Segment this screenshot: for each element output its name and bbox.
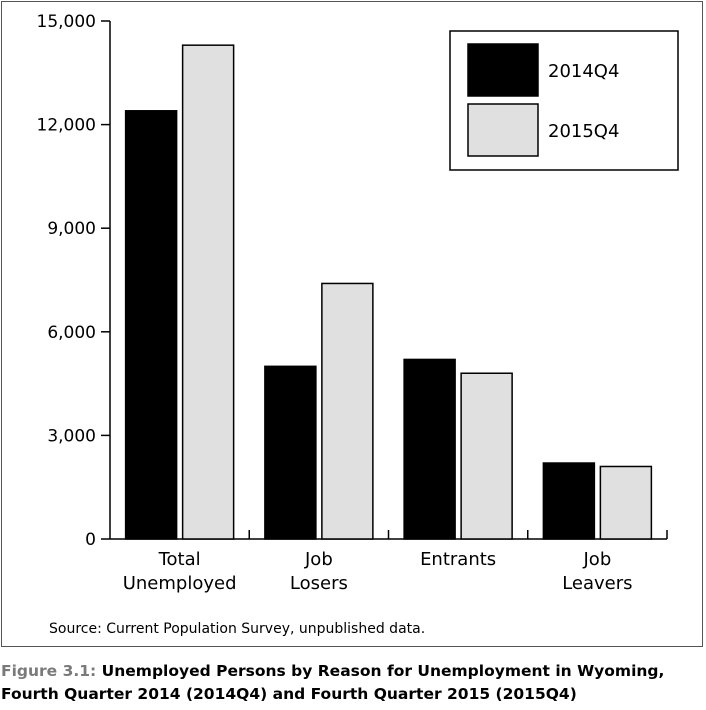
bar-2015Q4-1 xyxy=(321,282,374,540)
figure-caption: Figure 3.1: Unemployed Persons by Reason… xyxy=(1,660,701,706)
bar-2015Q4-0 xyxy=(181,44,235,540)
y-tick-label: 15,000 xyxy=(37,12,96,32)
category-label: Entrants xyxy=(420,549,496,570)
bar-2014Q4-2 xyxy=(403,358,456,540)
y-tick-label: 6,000 xyxy=(47,323,96,343)
category-label: Leavers xyxy=(562,573,632,594)
category-label: Losers xyxy=(290,573,348,594)
y-tick-label: 12,000 xyxy=(37,116,96,136)
bar-chart: 0 3,000 6,000 9,000 12,000 15,000 Total Unemplo… xyxy=(37,12,679,594)
bar-2014Q4-0 xyxy=(124,110,178,540)
chart-frame: 0 3,000 6,000 9,000 12,000 15,000 Total Unemplo… xyxy=(1,1,703,647)
bar-2014Q4-3 xyxy=(542,462,596,540)
legend-label-2015Q4: 2015Q4 xyxy=(548,121,619,142)
y-tick-label: 9,000 xyxy=(47,219,96,239)
category-label: Job xyxy=(583,549,612,570)
bar-2015Q4-2 xyxy=(460,372,513,540)
legend-label-2014Q4: 2014Q4 xyxy=(548,61,619,82)
caption-line-2: Fourth Quarter 2014 (2014Q4) and Fourth … xyxy=(1,685,577,703)
category-label: Total xyxy=(158,549,201,570)
category-label: Job xyxy=(304,549,333,570)
y-tick-label: 3,000 xyxy=(47,426,96,446)
legend-swatch-2014Q4 xyxy=(467,43,539,97)
caption-line-1: Unemployed Persons by Reason for Unemplo… xyxy=(101,662,665,680)
bar-2015Q4-3 xyxy=(599,465,653,540)
source-note: Source: Current Population Survey, unpub… xyxy=(49,621,426,637)
legend-swatch-2015Q4 xyxy=(467,103,539,157)
figure-label: Figure 3.1: xyxy=(1,662,97,680)
y-tick-label: 0 xyxy=(85,530,96,550)
category-label: Unemployed xyxy=(123,573,237,594)
bar-2014Q4-1 xyxy=(264,365,317,540)
